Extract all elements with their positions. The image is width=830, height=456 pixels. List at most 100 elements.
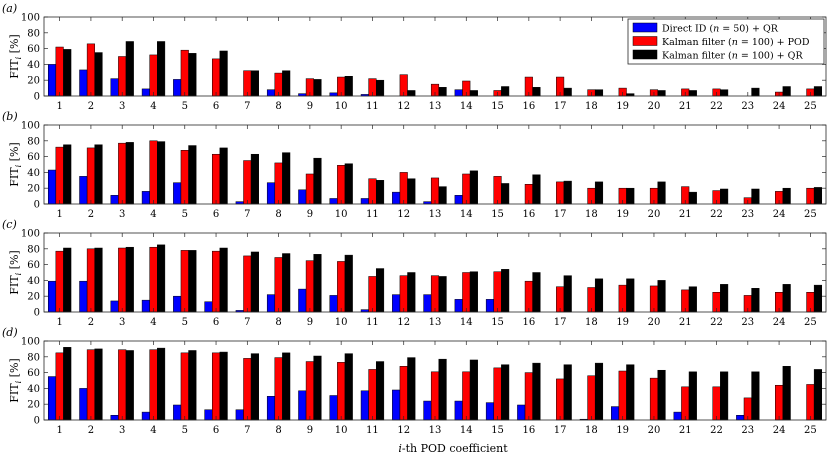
bar bbox=[250, 251, 259, 313]
x-tick-label: 14 bbox=[460, 101, 473, 112]
bar bbox=[337, 261, 346, 313]
bar bbox=[266, 182, 276, 205]
x-tick-label: 12 bbox=[397, 101, 410, 112]
bar bbox=[360, 198, 369, 205]
y-tick-label: 40 bbox=[27, 384, 40, 395]
bar bbox=[407, 178, 416, 205]
x-tick-label: 20 bbox=[648, 101, 661, 112]
bar bbox=[594, 278, 604, 313]
bar bbox=[423, 294, 432, 313]
x-tick-label: 20 bbox=[648, 425, 661, 436]
x-tick-label: 17 bbox=[554, 317, 567, 328]
x-tick-label: 18 bbox=[585, 101, 598, 112]
bar bbox=[375, 268, 385, 313]
legend-entry-pre: Kalman filter ( bbox=[662, 37, 732, 48]
bar bbox=[618, 284, 627, 313]
bar bbox=[493, 367, 502, 421]
bar bbox=[173, 404, 182, 421]
bar bbox=[657, 280, 666, 313]
bar bbox=[462, 272, 471, 313]
x-tick-label: 10 bbox=[335, 209, 348, 220]
legend-entry-var: n bbox=[732, 51, 738, 62]
x-tick-label: 10 bbox=[335, 101, 348, 112]
bar bbox=[399, 275, 408, 313]
y-axis-label-main: FIT bbox=[8, 275, 21, 295]
bar bbox=[611, 406, 620, 421]
bar bbox=[298, 390, 307, 421]
bar bbox=[407, 272, 416, 313]
bar bbox=[274, 162, 283, 205]
bar bbox=[110, 415, 119, 421]
bar bbox=[188, 350, 197, 421]
bar bbox=[118, 247, 127, 313]
bar bbox=[219, 351, 228, 421]
bar bbox=[329, 295, 338, 313]
bar bbox=[266, 89, 276, 97]
bar bbox=[141, 88, 150, 97]
x-tick-label: 6 bbox=[213, 317, 219, 328]
y-tick-label: 20 bbox=[27, 184, 40, 195]
bar bbox=[626, 278, 635, 313]
x-tick-label: 22 bbox=[710, 209, 723, 220]
bar bbox=[188, 53, 197, 97]
bar bbox=[110, 300, 119, 313]
legend-entry: Kalman filter (n = 100) + POD bbox=[662, 37, 810, 48]
y-tick-label: 100 bbox=[21, 229, 40, 240]
bar bbox=[243, 255, 252, 313]
bar bbox=[563, 275, 572, 313]
x-tick-label: 19 bbox=[616, 209, 629, 220]
bar bbox=[392, 294, 401, 313]
x-tick-label: 6 bbox=[213, 101, 219, 112]
x-tick-label: 24 bbox=[773, 101, 786, 112]
bar bbox=[94, 348, 103, 421]
bar bbox=[313, 79, 322, 97]
bar bbox=[517, 404, 526, 421]
bar bbox=[305, 260, 314, 313]
bar bbox=[501, 364, 510, 421]
bar bbox=[149, 54, 158, 97]
bar bbox=[587, 375, 596, 421]
y-tick-label: 60 bbox=[27, 260, 40, 271]
bar bbox=[392, 191, 401, 205]
y-tick-label: 40 bbox=[27, 60, 40, 71]
bar bbox=[141, 411, 150, 421]
panel-label: (d) bbox=[2, 326, 18, 339]
bar bbox=[407, 90, 416, 97]
x-tick-label: 4 bbox=[150, 425, 156, 436]
bar bbox=[149, 140, 158, 205]
x-tick-label: 13 bbox=[429, 425, 442, 436]
y-tick-label: 0 bbox=[34, 92, 40, 103]
bar bbox=[657, 369, 666, 421]
bar bbox=[266, 294, 276, 313]
x-tick-label: 17 bbox=[554, 101, 567, 112]
bar bbox=[392, 389, 401, 421]
bar bbox=[438, 186, 447, 205]
x-tick-label: 9 bbox=[307, 317, 313, 328]
x-tick-label: 2 bbox=[88, 425, 94, 436]
bar bbox=[720, 89, 729, 97]
bar bbox=[173, 79, 182, 97]
bar bbox=[211, 58, 221, 97]
bar bbox=[94, 247, 103, 313]
x-tick-label: 5 bbox=[182, 425, 188, 436]
y-tick-label: 0 bbox=[34, 308, 40, 319]
bar bbox=[173, 182, 182, 205]
legend-entry-post: = 50) + QR bbox=[719, 24, 779, 35]
bar bbox=[305, 361, 314, 421]
x-tick-label: 13 bbox=[429, 101, 442, 112]
bar bbox=[94, 52, 103, 97]
bar bbox=[736, 415, 745, 421]
bar bbox=[368, 276, 377, 313]
bar bbox=[462, 371, 471, 421]
x-tick-label: 24 bbox=[773, 317, 786, 328]
bar bbox=[712, 386, 721, 421]
bar bbox=[329, 198, 338, 205]
x-tick-label: 20 bbox=[648, 317, 661, 328]
panel-label: (a) bbox=[2, 2, 17, 15]
y-axis-label: FITi [%] bbox=[8, 358, 23, 402]
bar bbox=[63, 247, 72, 313]
bar bbox=[563, 87, 572, 97]
bar bbox=[649, 377, 659, 421]
bar bbox=[211, 352, 221, 421]
bar bbox=[86, 147, 95, 205]
